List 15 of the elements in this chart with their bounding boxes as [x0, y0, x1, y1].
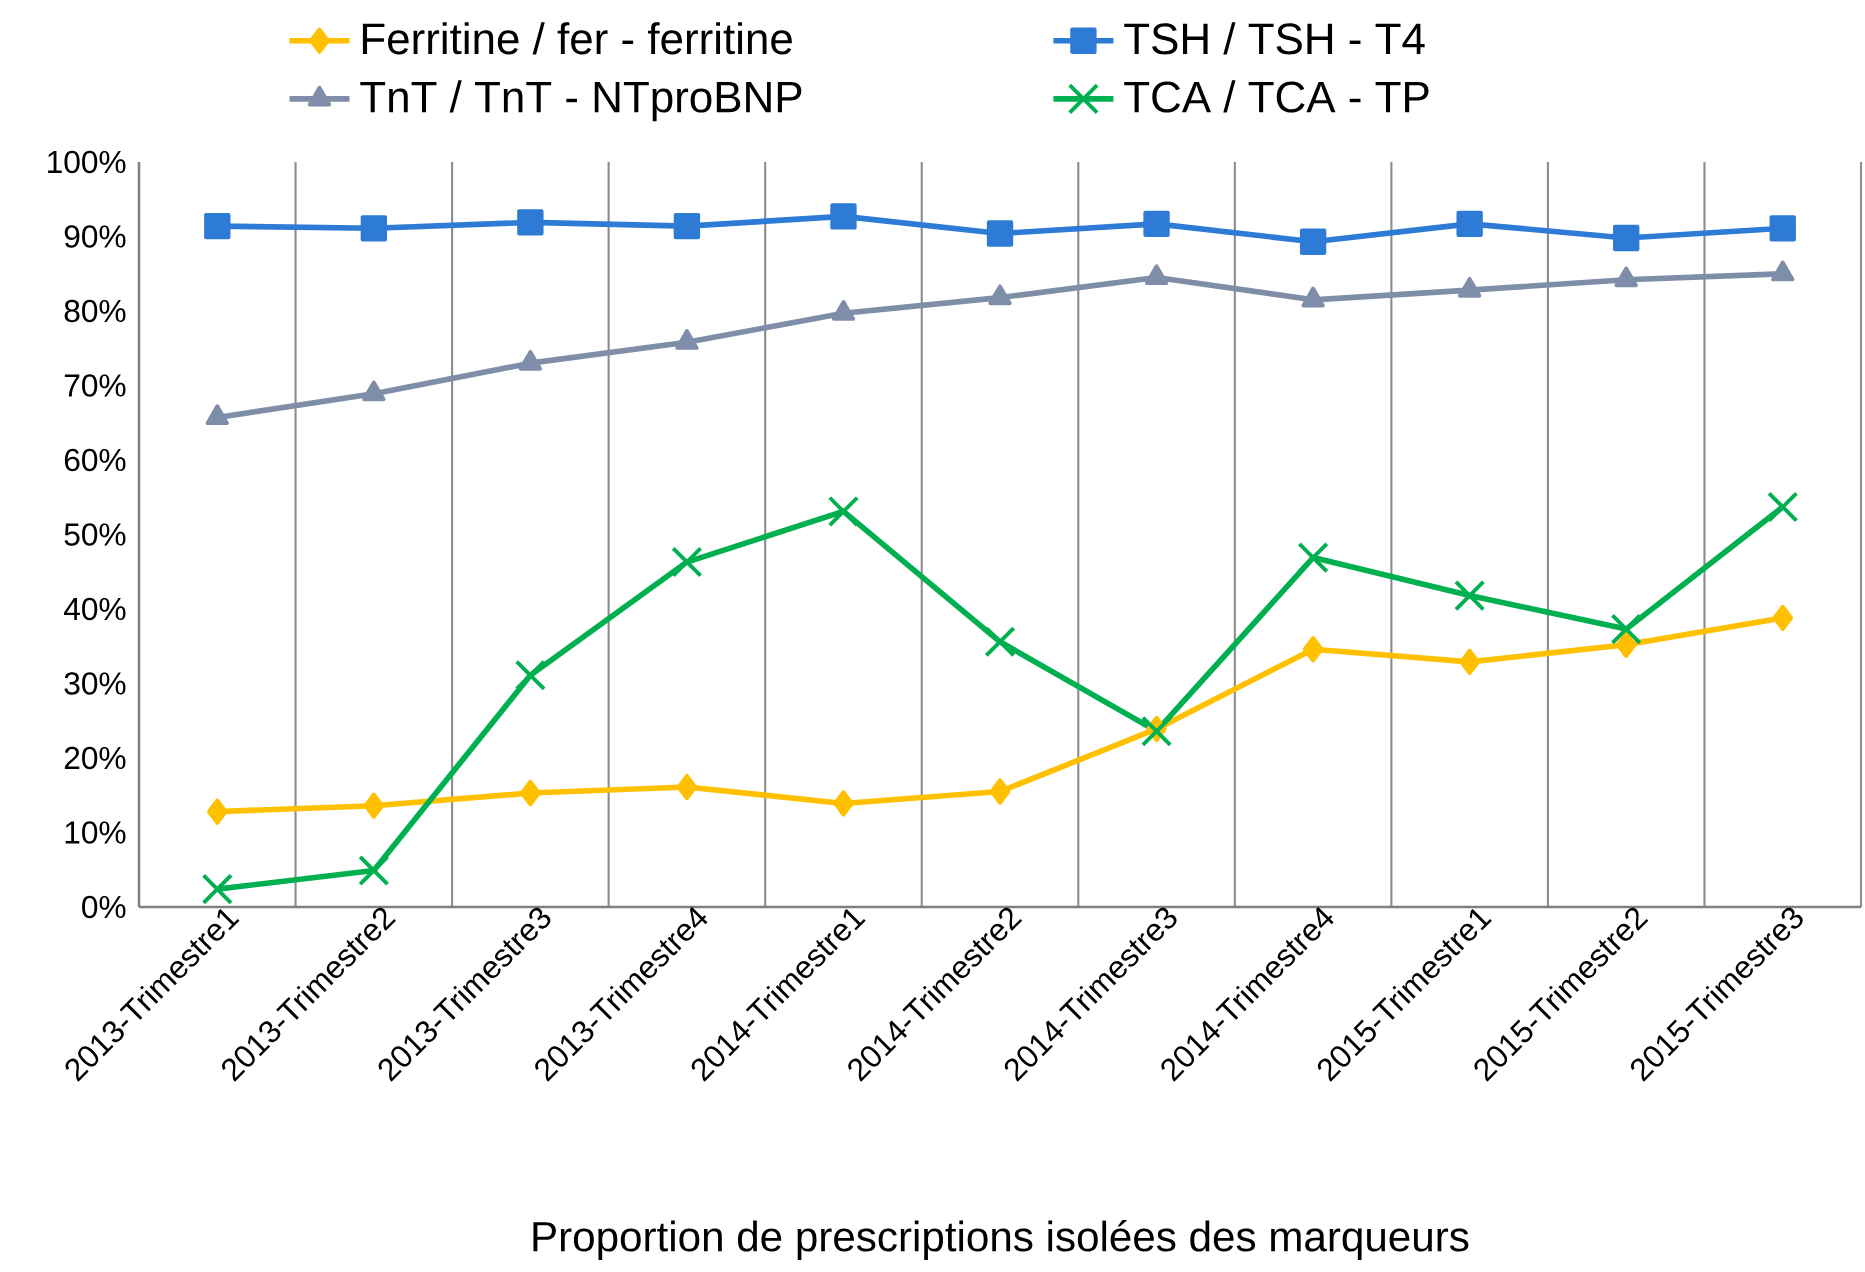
legend-label: TSH / TSH - T4	[1124, 22, 1425, 55]
y-tick-label: 30%	[64, 672, 126, 695]
x-axis-title: Proportion de prescriptions isolées des marqueurs	[533, 1220, 1469, 1260]
legend-label: TCA / TCA - TP	[1124, 80, 1429, 113]
y-tick-label: 100%	[48, 150, 126, 174]
y-tick-label: 40%	[64, 597, 126, 621]
y-tick-label: 80%	[64, 299, 126, 323]
y-tick-label: 90%	[64, 225, 126, 248]
y-tick-label: 70%	[64, 374, 126, 397]
legend-label: TnT / TnT - NTproBNP	[360, 80, 802, 122]
y-tick-label: 10%	[65, 821, 126, 844]
y-tick-label: 20%	[64, 746, 126, 770]
legend-label: Ferritine / fer - ferritine	[362, 22, 792, 55]
y-tick-label: 60%	[64, 448, 126, 472]
y-tick-label: 50%	[64, 523, 126, 546]
